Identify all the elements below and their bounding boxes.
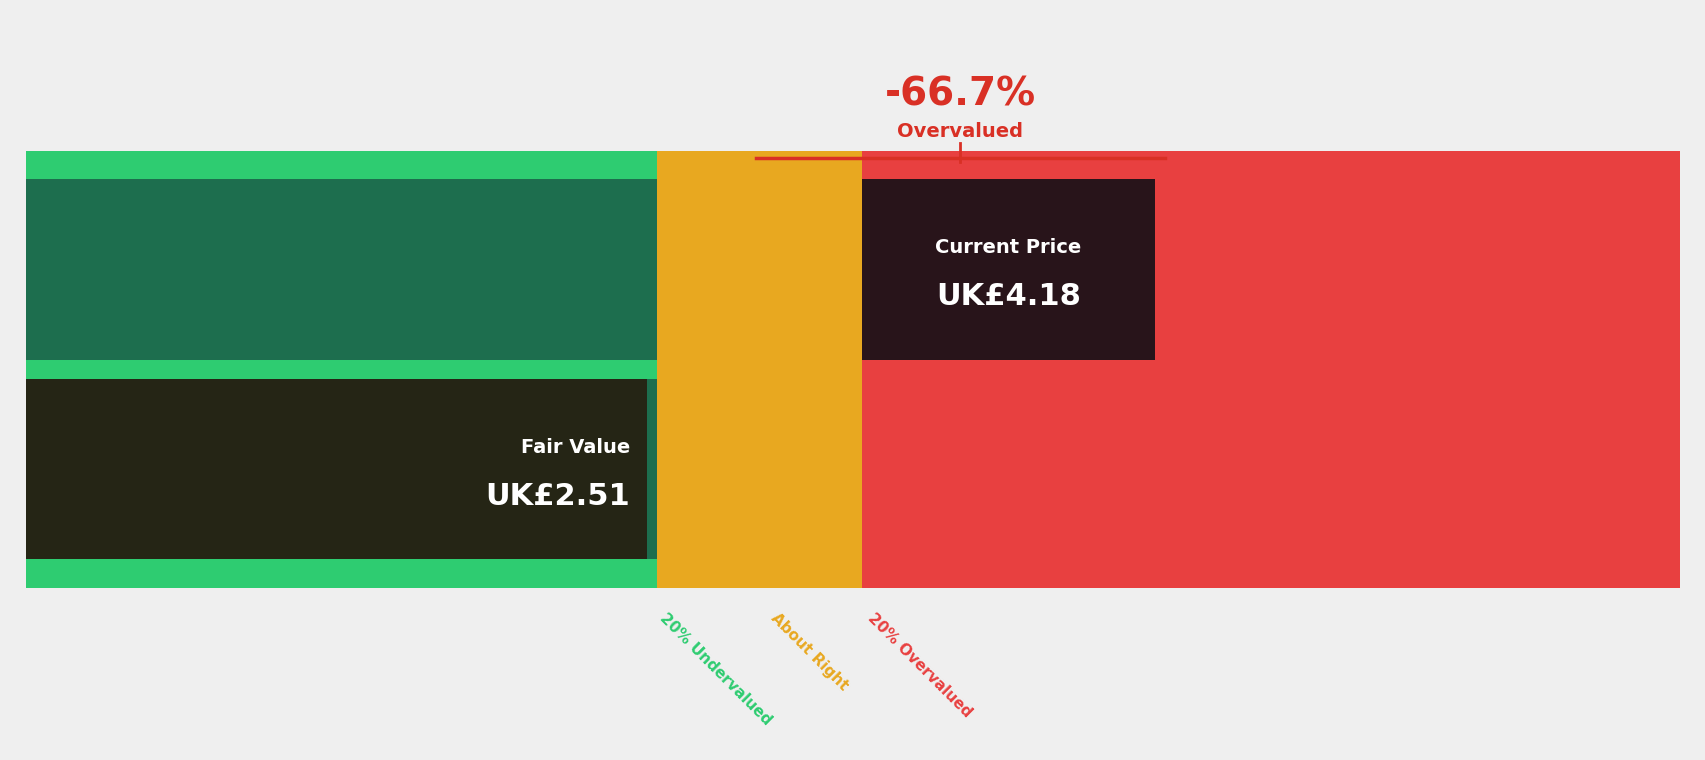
Bar xyxy=(656,150,861,179)
Bar xyxy=(26,378,646,559)
Bar xyxy=(26,378,656,559)
Text: UK£2.51: UK£2.51 xyxy=(484,482,629,511)
Bar xyxy=(26,179,656,359)
Bar xyxy=(26,559,656,587)
Text: About Right: About Right xyxy=(767,610,851,693)
Bar xyxy=(861,179,1679,359)
Bar xyxy=(656,359,861,378)
Bar xyxy=(26,359,656,378)
Text: Overvalued: Overvalued xyxy=(897,122,1023,141)
Text: Current Price: Current Price xyxy=(934,239,1081,258)
Bar xyxy=(656,179,861,359)
Bar xyxy=(656,378,861,559)
Text: 20% Undervalued: 20% Undervalued xyxy=(656,610,774,728)
Bar xyxy=(656,559,861,587)
Bar xyxy=(861,378,1679,559)
Bar xyxy=(26,150,656,179)
Text: Fair Value: Fair Value xyxy=(520,438,629,457)
Bar xyxy=(861,559,1679,587)
Bar xyxy=(861,359,1679,378)
Text: -66.7%: -66.7% xyxy=(885,75,1035,113)
Text: UK£4.18: UK£4.18 xyxy=(936,282,1079,311)
Bar xyxy=(861,179,1154,359)
Text: 20% Overvalued: 20% Overvalued xyxy=(864,610,974,720)
Bar xyxy=(861,150,1679,179)
